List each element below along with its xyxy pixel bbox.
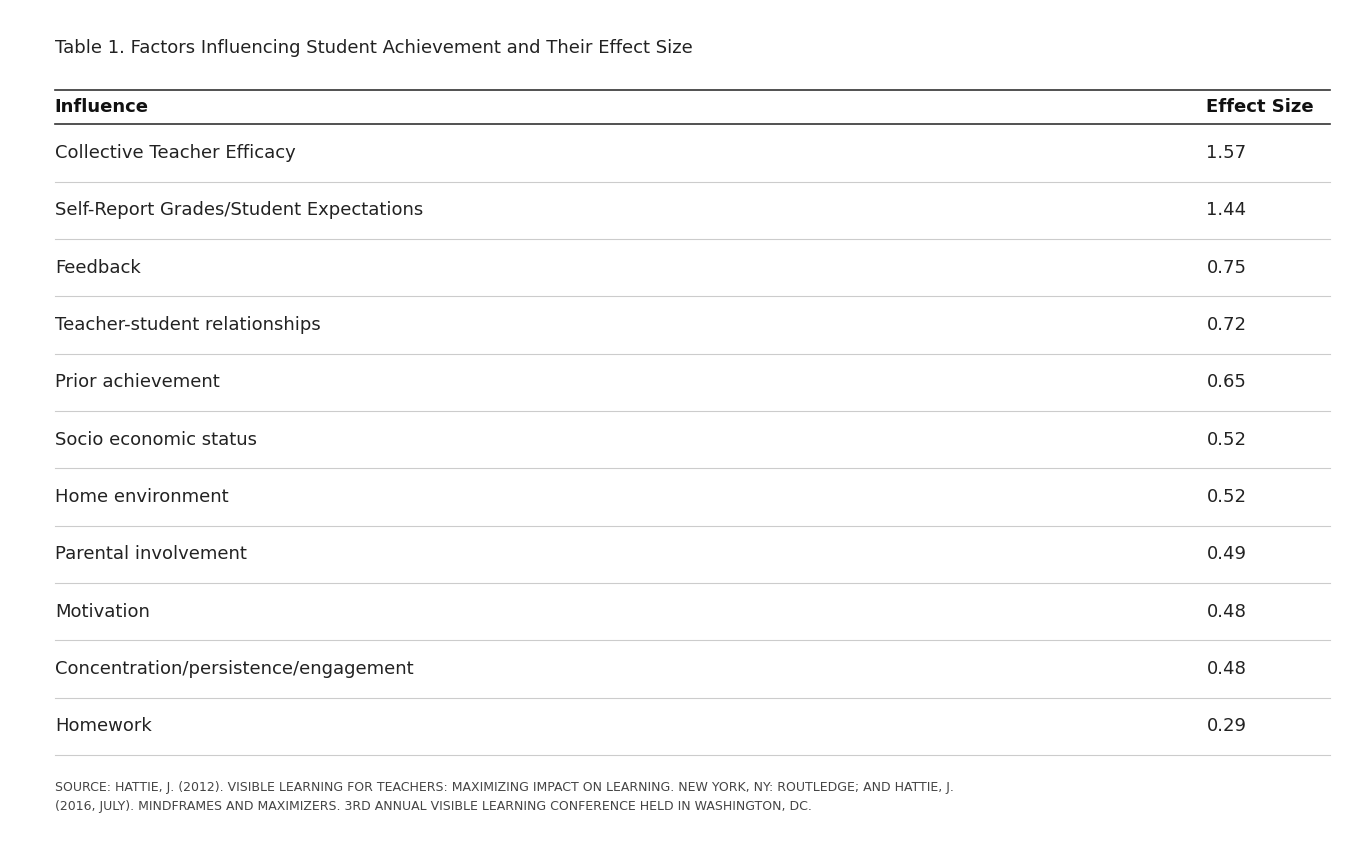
Text: 0.52: 0.52 [1206,488,1246,506]
Text: Prior achievement: Prior achievement [55,373,219,391]
Text: 0.72: 0.72 [1206,316,1246,334]
Text: Effect Size: Effect Size [1206,99,1315,116]
Text: Teacher-student relationships: Teacher-student relationships [55,316,321,334]
Text: 0.75: 0.75 [1206,259,1246,277]
Text: Influence: Influence [55,99,149,116]
Text: Home environment: Home environment [55,488,229,506]
Text: Self-Report Grades/Student Expectations: Self-Report Grades/Student Expectations [55,202,424,220]
Text: 0.29: 0.29 [1206,717,1246,735]
Text: Homework: Homework [55,717,152,735]
Text: SOURCE: HATTIE, J. (2012). VISIBLE LEARNING FOR TEACHERS: MAXIMIZING IMPACT ON L: SOURCE: HATTIE, J. (2012). VISIBLE LEARN… [55,781,954,813]
Text: 0.48: 0.48 [1206,602,1246,620]
Text: 0.49: 0.49 [1206,546,1246,564]
Text: 1.44: 1.44 [1206,202,1246,220]
Text: 0.48: 0.48 [1206,660,1246,678]
Text: Motivation: Motivation [55,602,149,620]
Text: Parental involvement: Parental involvement [55,546,247,564]
Text: Socio economic status: Socio economic status [55,431,256,449]
Text: Collective Teacher Efficacy: Collective Teacher Efficacy [55,144,296,162]
Text: Feedback: Feedback [55,259,141,277]
Text: 0.52: 0.52 [1206,431,1246,449]
Text: 1.57: 1.57 [1206,144,1246,162]
Text: Concentration/persistence/engagement: Concentration/persistence/engagement [55,660,414,678]
Text: 0.65: 0.65 [1206,373,1246,391]
Text: Table 1. Factors Influencing Student Achievement and Their Effect Size: Table 1. Factors Influencing Student Ach… [55,39,692,57]
